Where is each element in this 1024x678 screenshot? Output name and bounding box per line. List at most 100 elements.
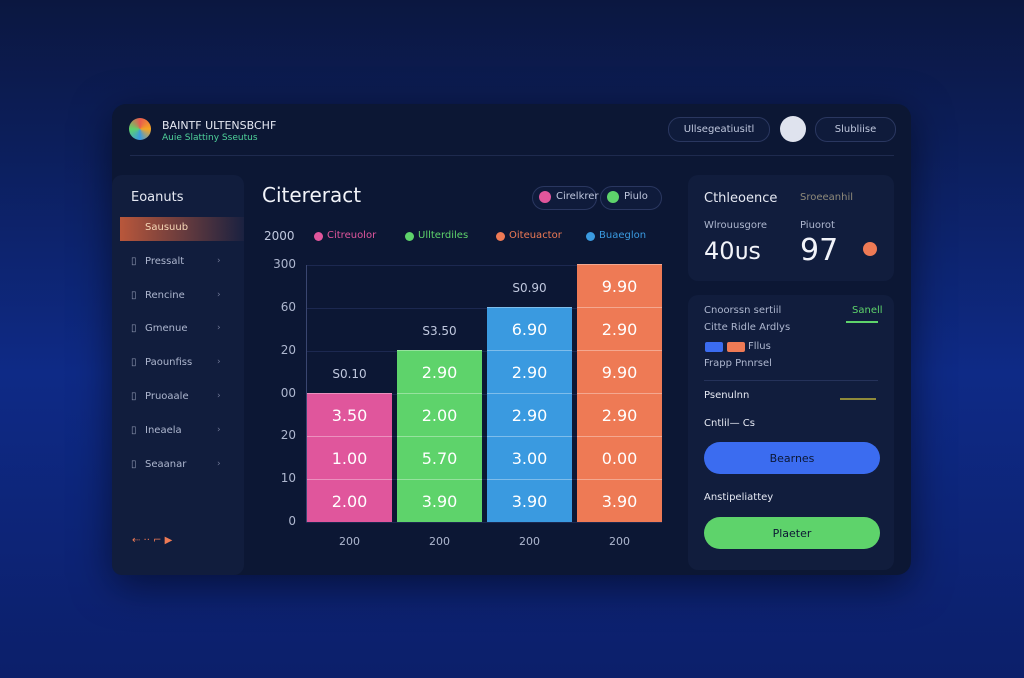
stats-card — [688, 175, 894, 281]
nav-item[interactable]: Paounfiss — [145, 357, 193, 369]
column-label: S0.10 — [332, 367, 367, 381]
grid-line — [306, 436, 662, 438]
toggle-label: Piulo — [624, 191, 648, 202]
nav-chevron: › — [217, 255, 221, 266]
nav-icon: ▯ — [131, 255, 137, 267]
stat-value: 40ᴜs — [704, 237, 761, 265]
legend-dot — [496, 232, 505, 241]
nav-chevron: › — [217, 424, 221, 435]
grid-line — [306, 479, 662, 481]
y-tick-label: 60 — [280, 299, 296, 314]
grid-line — [306, 307, 662, 309]
detail-row: Frapp Pnnrsel — [704, 358, 772, 369]
nav-icon: ▯ — [131, 424, 137, 436]
y-axis — [306, 265, 307, 522]
chart-cell: 2.90 — [487, 393, 572, 436]
detail-row: Cntlil— Cs — [704, 418, 755, 429]
nav-icon: ▯ — [131, 289, 137, 301]
chart-cell: 3.50 — [307, 393, 392, 436]
legend-dot — [314, 232, 323, 241]
section-title: Psenulnn — [704, 390, 750, 401]
detail-row: Fllus — [748, 341, 771, 352]
nav-icon: ▯ — [131, 357, 137, 369]
x-tick-label: 200 — [609, 535, 630, 548]
grid-line — [306, 522, 662, 523]
divider — [130, 155, 894, 156]
nav-chevron: › — [217, 458, 221, 469]
nav-item[interactable]: Seaanar — [145, 458, 187, 470]
account[interactable]: Slubliise — [815, 117, 896, 142]
nav-icon: ▯ — [131, 323, 137, 335]
chart-cell: 9.90 — [577, 350, 662, 393]
legend-lead: 2000 — [264, 229, 295, 243]
sidebar — [112, 175, 244, 575]
chart-cell: 3.00 — [487, 436, 572, 479]
legend-label: Oiteuactor — [509, 230, 562, 241]
nav-chevron: › — [217, 391, 221, 401]
stat-value: 97 — [800, 233, 839, 268]
chart-cell: 3.90 — [577, 479, 662, 522]
legend-label: Ullterdiles — [418, 230, 469, 241]
chart-cell: 0.00 — [577, 436, 662, 479]
y-tick-label: 00 — [280, 385, 296, 400]
y-tick-label: 300 — [273, 257, 296, 271]
chart-cell: 2.00 — [397, 393, 482, 436]
active-highlight — [120, 217, 244, 241]
nav-item[interactable]: Rencine — [145, 289, 185, 301]
bar — [840, 398, 876, 400]
nav-chevron: › — [217, 289, 221, 300]
x-tick-label: 200 — [519, 535, 540, 548]
nav-item[interactable]: Pruoaale — [145, 391, 189, 402]
avatar[interactable] — [780, 116, 806, 142]
grid-line — [306, 393, 662, 395]
sidebar-icons: ⇠ ·· ⌐ ▶ — [132, 535, 173, 546]
chart-cell: 2.90 — [487, 350, 572, 393]
chart-cell: 3.90 — [397, 479, 482, 522]
nav-chevron: › — [217, 357, 221, 368]
grid-line — [306, 350, 662, 352]
toggle-dot — [607, 191, 619, 203]
toggle-dot — [539, 191, 551, 203]
nav-item[interactable]: Sausuub — [145, 222, 189, 233]
stats-title: Cthleoence — [704, 191, 778, 206]
nav-icon: ▯ — [131, 458, 137, 470]
logo — [129, 118, 151, 140]
chart-cell: 6.90 — [487, 307, 572, 350]
section-title: Anstipeliattey — [704, 492, 774, 503]
app-subtitle: Auie Slattiny Sseutus — [162, 133, 258, 143]
toggle[interactable] — [600, 186, 662, 210]
nav-icon: ▯ — [131, 391, 137, 402]
detail-row: Citte Ridle Ardlys — [704, 322, 791, 333]
chart-cell: 3.90 — [487, 479, 572, 522]
bar — [846, 321, 878, 323]
legend-dot — [405, 232, 414, 241]
nav-item[interactable]: Pressalt — [145, 255, 185, 267]
chart-cell: 2.00 — [307, 479, 392, 522]
toggle-label: Cirelkrer — [556, 191, 599, 202]
legend-dot — [586, 232, 595, 241]
chart-cell: 1.00 — [307, 436, 392, 479]
nav-chevron: › — [217, 323, 221, 334]
primary-button[interactable]: Bearnes — [704, 442, 880, 474]
app-title: BAINTF ULTENSBCHF — [162, 119, 277, 132]
nav-item[interactable]: Gmenue — [145, 323, 188, 335]
y-tick-label: 20 — [280, 428, 296, 443]
legend-label: Citreuolor — [327, 230, 377, 241]
stat-label: Piuorot — [800, 220, 835, 231]
stats-note: Sroeeanhil — [800, 192, 854, 203]
nav-item[interactable]: Ineaela — [145, 424, 182, 436]
sidebar-title: Eoanuts — [131, 190, 184, 205]
chart-title: Citereract — [262, 183, 362, 207]
legend-label: Buaeglon — [599, 230, 647, 241]
y-tick-label: 10 — [280, 471, 296, 486]
detail-row: Cnoorssn sertiil — [704, 305, 782, 316]
chart-cell: 2.90 — [577, 307, 662, 350]
swatch — [727, 342, 745, 352]
chart-cell: 2.90 — [397, 350, 482, 393]
y-tick-label: 20 — [280, 342, 296, 357]
x-tick-label: 200 — [339, 535, 360, 548]
search[interactable]: Ullsegeatiusitl — [668, 117, 770, 142]
chart-cell: 5.70 — [397, 436, 482, 479]
success-button[interactable]: Plaeter — [704, 517, 880, 549]
